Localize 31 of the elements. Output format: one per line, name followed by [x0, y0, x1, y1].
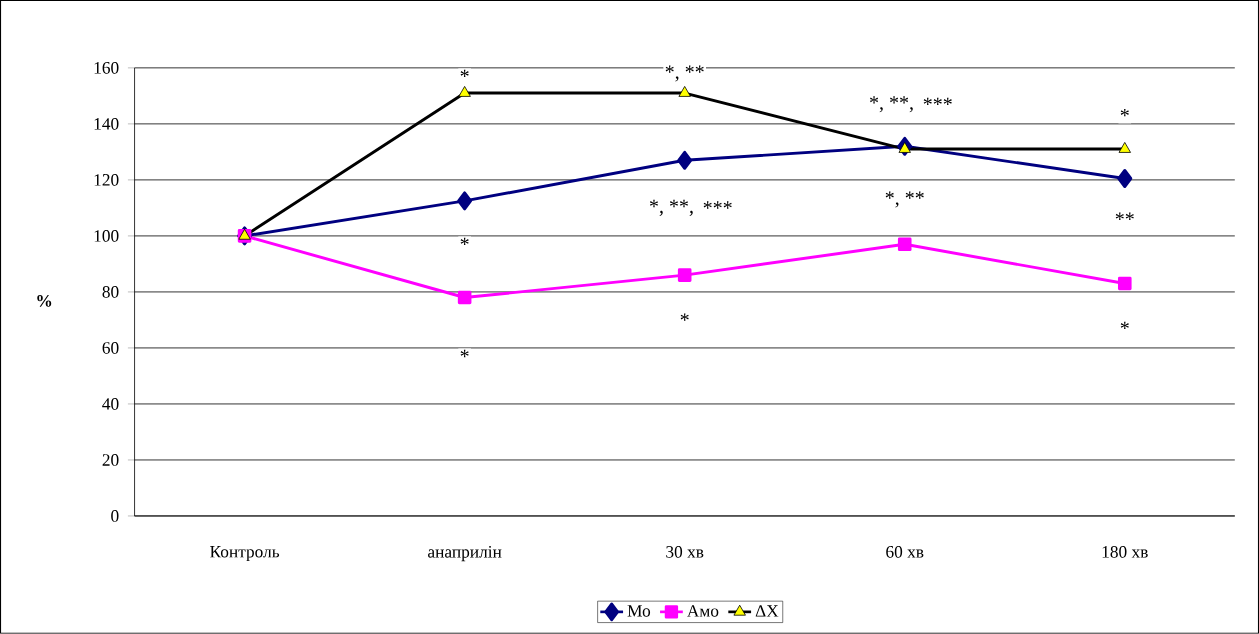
- annotation: *, **,: [870, 96, 913, 113]
- annotation: *, **,: [649, 199, 693, 217]
- legend-label: Амо: [686, 605, 719, 617]
- x-tick-label: анаприлін: [428, 546, 502, 562]
- annotation: *: [460, 349, 469, 358]
- annotation: *: [1120, 321, 1129, 330]
- annotation: *: [680, 313, 689, 321]
- y-tick-label: 100: [94, 230, 119, 242]
- annotation: **: [1115, 212, 1134, 220]
- annotation: ***: [923, 97, 952, 106]
- legend-label: ΔX: [755, 605, 779, 617]
- y-tick-label: 80: [102, 286, 119, 298]
- y-axis-title: %: [37, 295, 52, 307]
- x-tick-label: 180 хв: [1102, 546, 1148, 558]
- legend-label: Мо: [627, 605, 651, 617]
- annotation: *: [460, 69, 469, 78]
- annotation: *: [460, 237, 469, 246]
- annotation: *, **: [665, 65, 704, 82]
- annotation: *, **: [885, 191, 924, 208]
- x-tick-label: 30 хв: [666, 546, 704, 558]
- y-tick-label: 160: [94, 62, 119, 74]
- y-tick-label: 20: [102, 454, 119, 466]
- x-tick-label: 60 хв: [886, 546, 924, 558]
- y-tick-label: 40: [102, 398, 119, 410]
- annotation: ***: [703, 201, 732, 209]
- y-tick-label: 140: [94, 118, 119, 130]
- y-tick-label: 60: [102, 342, 119, 354]
- y-tick-label: 0: [111, 510, 119, 522]
- x-tick-label: Контроль: [210, 546, 280, 562]
- annotation: *: [1120, 109, 1129, 117]
- y-tick-label: 120: [94, 174, 119, 186]
